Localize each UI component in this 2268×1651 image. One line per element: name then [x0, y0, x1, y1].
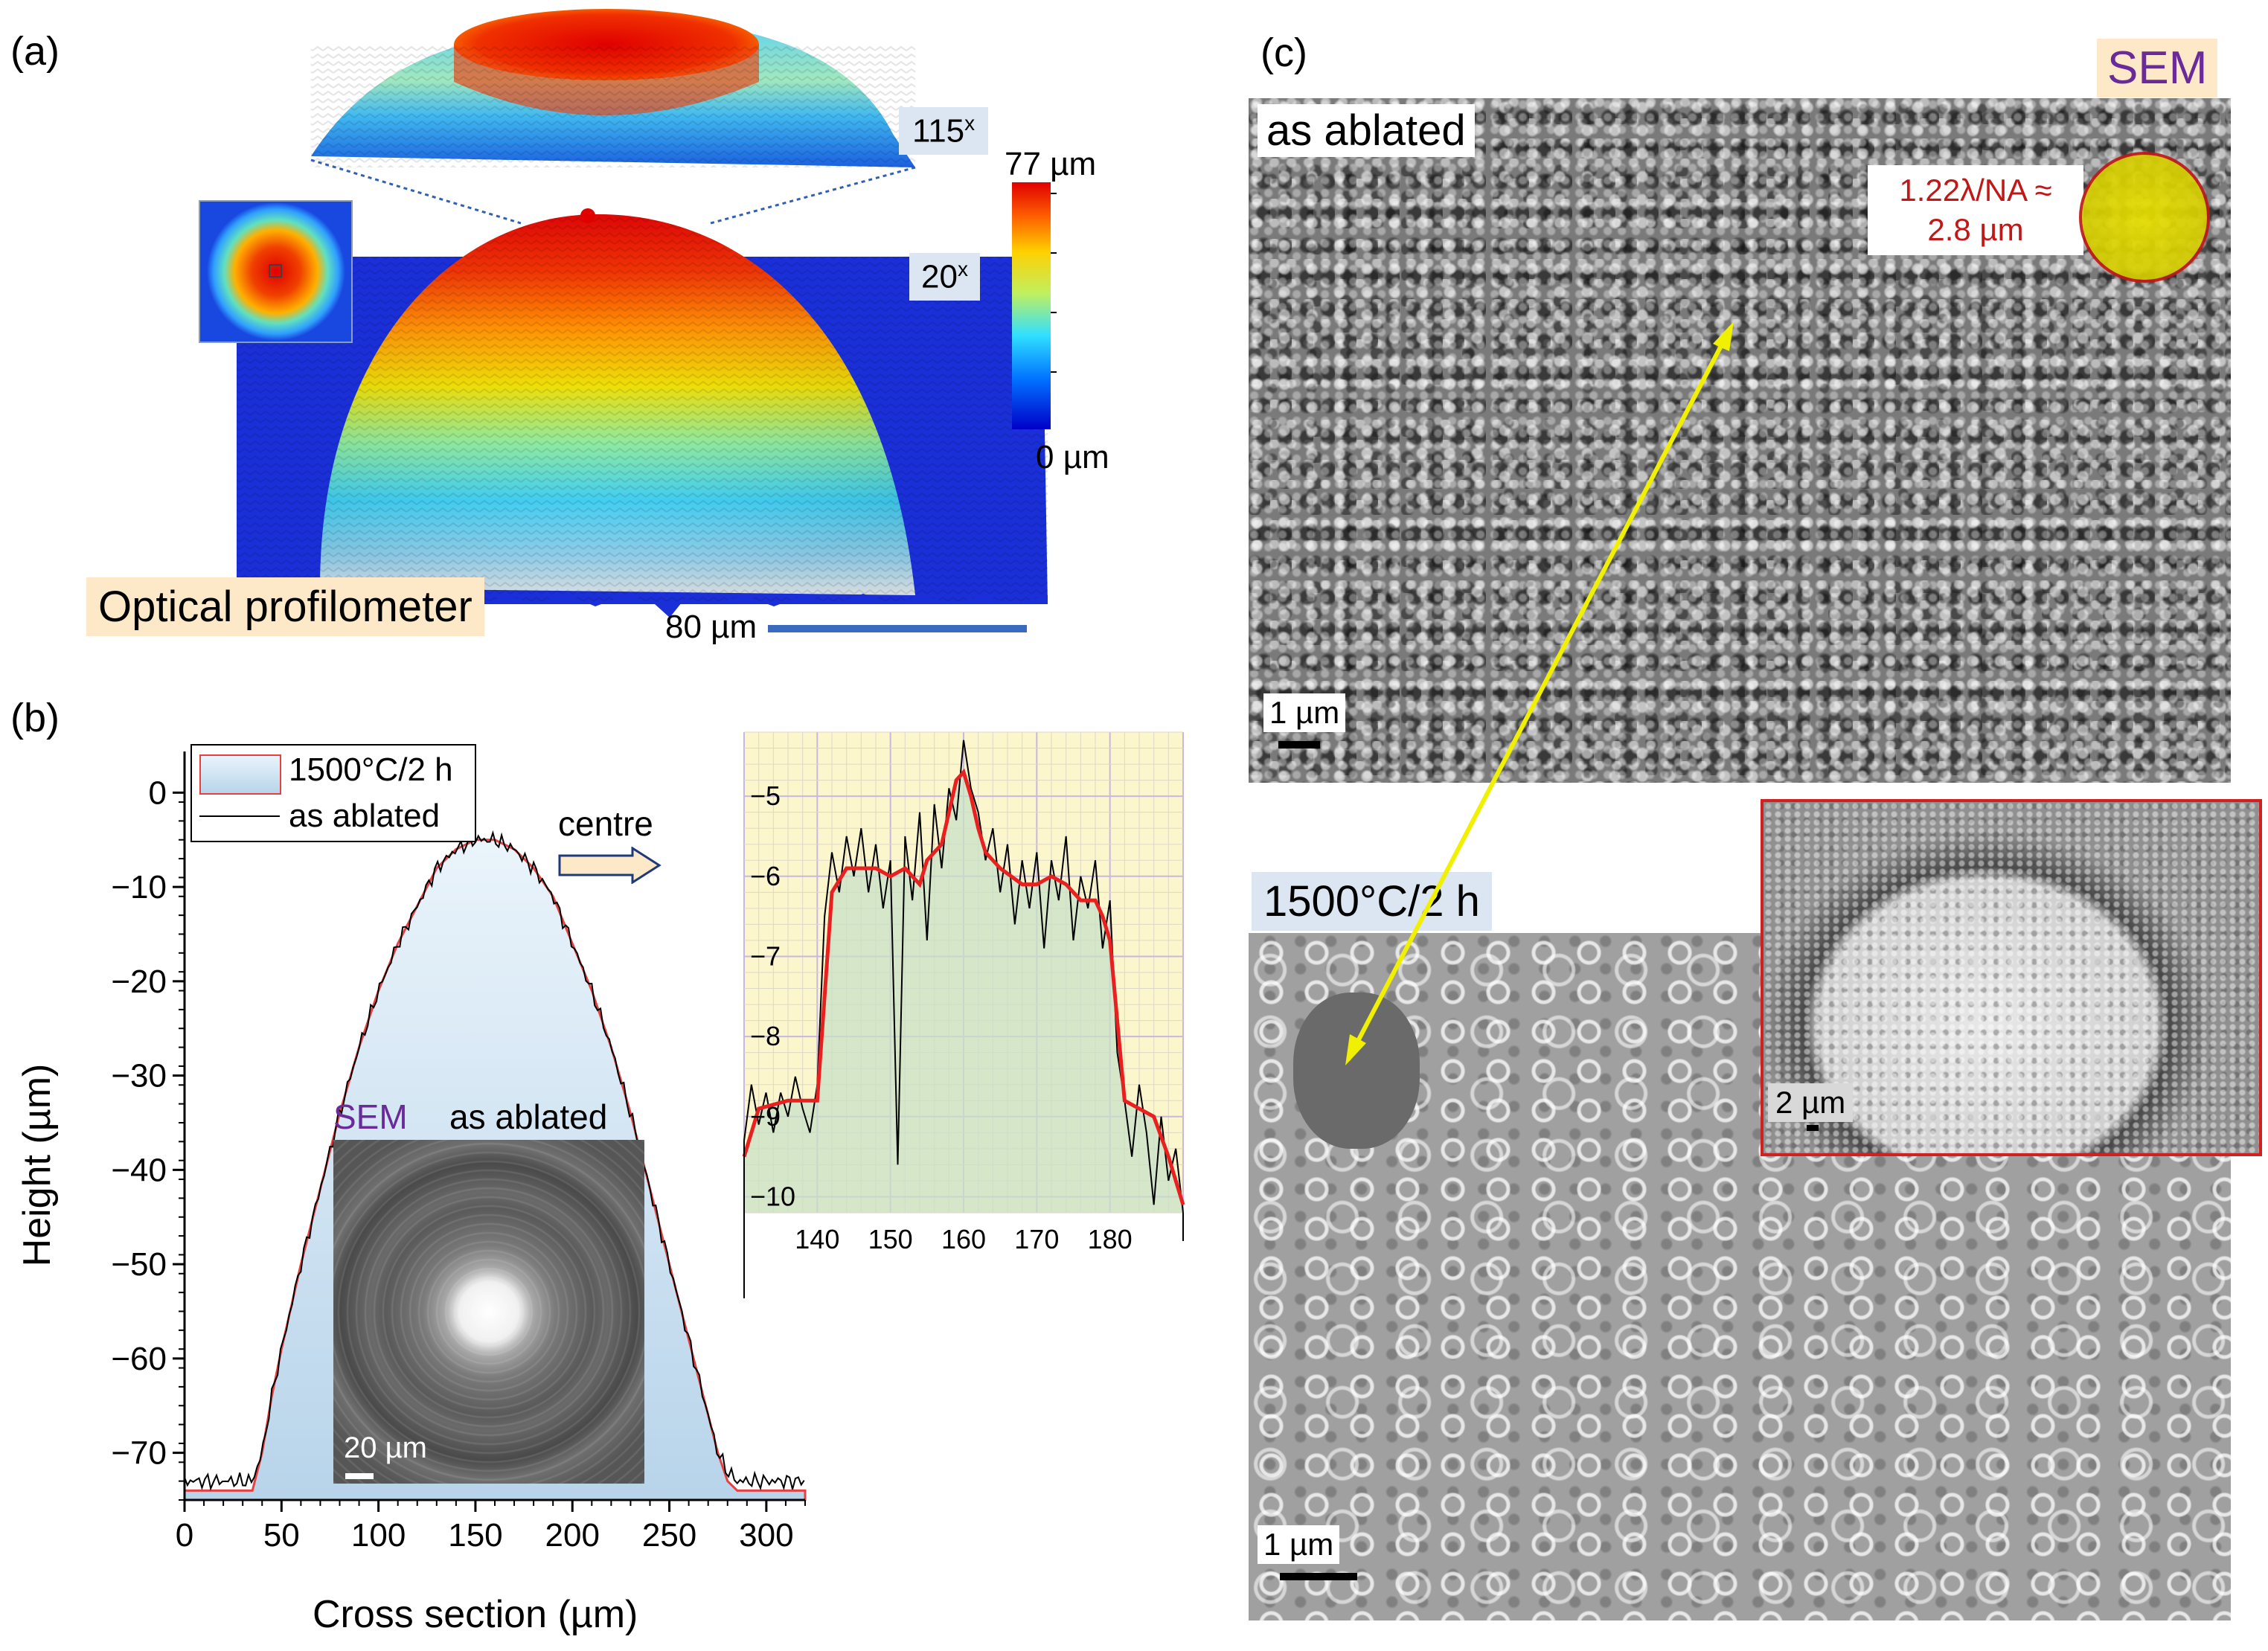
zoom-x-tick-label: 180 [1088, 1224, 1133, 1254]
zoom-x-tick-label: 140 [795, 1224, 839, 1254]
inset-scalebar-label: 20 µm [344, 1432, 427, 1464]
legend-swatch-ablated [199, 815, 280, 817]
zoom-y-tick-label: −7 [750, 940, 781, 971]
x-axis-label: Cross section (µm) [313, 1593, 638, 1636]
zoom-annealed-area [744, 772, 1183, 1213]
legend-label-annealed: 1500°C/2 h [289, 751, 453, 788]
zoom-label-20x: 20x [909, 253, 980, 301]
legend: 1500°C/2 h as ablated [190, 744, 476, 842]
zoom-suffix: x [957, 257, 968, 280]
y-tick-label: −10 [111, 869, 167, 905]
zoom-x-tick-label: 170 [1014, 1224, 1059, 1254]
centre-zoom-chart: 140 150 160 170 180 −5 −6 −7 −8 −9 −10 [742, 731, 1185, 1298]
panel-c-label: (c) [1260, 31, 1307, 75]
inset-c-scalebar [1807, 1125, 1819, 1131]
series-ablated-line [184, 830, 805, 1491]
bottom-scalebar [1280, 1573, 1357, 1580]
resolution-spot [2079, 152, 2210, 283]
dark-spot [1293, 993, 1420, 1149]
top-scalebar [1278, 741, 1320, 748]
x-tick-label: 250 [642, 1517, 696, 1554]
zoom-annealed-line [742, 768, 1185, 1205]
x-tick-label: 100 [351, 1517, 406, 1554]
resolution-line-2: 2.8 µm [1927, 211, 2024, 247]
legend-swatch-annealed [199, 754, 281, 795]
zoom-x-tick-label: 160 [941, 1224, 986, 1254]
inset-c-scalebar-label: 2 µm [1768, 1083, 1854, 1122]
inset-sem-label: SEM [333, 1097, 408, 1136]
zoom-y-tick-label: −5 [750, 780, 781, 811]
x-tick-label: 0 [176, 1517, 193, 1554]
y-tick-label: −50 [111, 1246, 167, 1283]
centre-label: centre [558, 804, 653, 843]
colorbar-max-label: 77 µm [1005, 146, 1097, 182]
x-tick-label: 150 [448, 1517, 502, 1554]
bottom-scalebar-label: 1 µm [1258, 1525, 1340, 1564]
resolution-annotation: 1.22λ/NA ≈ 2.8 µm [1868, 165, 2083, 255]
crater-rings [333, 1140, 644, 1484]
y-tick-label: −30 [111, 1058, 167, 1094]
sem-tag: SEM [2097, 39, 2218, 97]
top-image-tag: as ablated [1258, 104, 1475, 157]
inset-scalebar [345, 1473, 374, 1479]
centre-arrow [558, 847, 662, 884]
x-tick-label: 300 [739, 1517, 793, 1554]
resolution-line-1: 1.22λ/NA ≈ [1899, 173, 2052, 208]
profilometer-3d-view [199, 9, 1057, 632]
zoom-y-tick-label: −9 [750, 1101, 781, 1132]
y-tick-label: −40 [111, 1152, 167, 1188]
top-scalebar-label: 1 µm [1263, 693, 1346, 732]
zoom-y-tick-label: −10 [750, 1181, 795, 1211]
zoom-x-tick-label: 150 [868, 1224, 913, 1254]
y-tick-label: −70 [111, 1435, 167, 1472]
sem-crater-image [333, 1140, 644, 1484]
zoom-suffix: x [964, 112, 976, 135]
zoom-y-tick-label: −6 [750, 861, 781, 891]
colorbar-min-label: 0 µm [1036, 439, 1109, 475]
zoom-y-tick-label: −8 [750, 1021, 781, 1051]
zoom-label-115x: 115x [899, 107, 989, 155]
y-tick-label: −60 [111, 1341, 167, 1377]
y-tick-label: −20 [111, 964, 167, 1000]
sem-image-annealed [1249, 933, 2231, 1620]
optical-profilometer-tag: Optical profilometer [86, 577, 484, 636]
panel-a-label: (a) [10, 29, 60, 74]
profilometer-scalebar-label: 80 µm [665, 609, 757, 645]
legend-label-ablated: as ablated [289, 798, 441, 834]
x-tick-label: 200 [545, 1517, 600, 1554]
inset-title: as ablated [449, 1097, 608, 1136]
bottom-image-tag: 1500°C/2 h [1252, 872, 1492, 931]
panel-b-label: (b) [10, 696, 60, 740]
x-tick-label: 50 [263, 1517, 300, 1554]
y-tick-label: 0 [149, 775, 167, 811]
sem-inset-annealed [1761, 799, 2262, 1156]
